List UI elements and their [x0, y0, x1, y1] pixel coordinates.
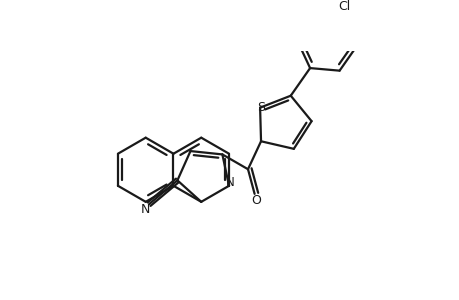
Text: O: O — [251, 194, 261, 207]
Text: S: S — [257, 101, 265, 114]
Text: N: N — [225, 176, 234, 189]
Text: N: N — [140, 203, 149, 216]
Text: Cl: Cl — [337, 0, 349, 14]
